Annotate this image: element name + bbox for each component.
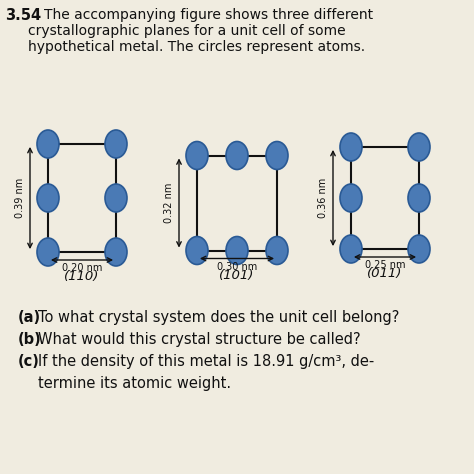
Ellipse shape bbox=[37, 238, 59, 266]
Text: termine its atomic weight.: termine its atomic weight. bbox=[38, 376, 231, 391]
Ellipse shape bbox=[37, 184, 59, 212]
Text: (b): (b) bbox=[18, 332, 42, 347]
Text: (110): (110) bbox=[64, 270, 100, 283]
Text: 0.32 nm: 0.32 nm bbox=[164, 183, 174, 223]
Text: 3.54: 3.54 bbox=[5, 8, 41, 23]
Text: (101): (101) bbox=[219, 268, 255, 282]
Ellipse shape bbox=[340, 133, 362, 161]
Ellipse shape bbox=[340, 235, 362, 263]
Ellipse shape bbox=[37, 130, 59, 158]
Ellipse shape bbox=[408, 235, 430, 263]
Text: 0.25 nm: 0.25 nm bbox=[365, 260, 405, 270]
Ellipse shape bbox=[105, 184, 127, 212]
Text: (011): (011) bbox=[367, 267, 403, 280]
Ellipse shape bbox=[266, 142, 288, 170]
Ellipse shape bbox=[226, 142, 248, 170]
Text: What would this crystal structure be called?: What would this crystal structure be cal… bbox=[38, 332, 361, 347]
Bar bbox=[197, 155, 277, 250]
Text: crystallographic planes for a unit cell of some: crystallographic planes for a unit cell … bbox=[28, 24, 346, 38]
Text: To what crystal system does the unit cell belong?: To what crystal system does the unit cel… bbox=[38, 310, 400, 325]
Text: 0.36 nm: 0.36 nm bbox=[318, 178, 328, 218]
Ellipse shape bbox=[408, 133, 430, 161]
Text: (a): (a) bbox=[18, 310, 41, 325]
Ellipse shape bbox=[266, 237, 288, 264]
Text: If the density of this metal is 18.91 g/cm³, de-: If the density of this metal is 18.91 g/… bbox=[38, 354, 374, 369]
Ellipse shape bbox=[186, 237, 208, 264]
Bar bbox=[351, 147, 419, 249]
Ellipse shape bbox=[186, 142, 208, 170]
Text: The accompanying figure shows three different: The accompanying figure shows three diff… bbox=[44, 8, 373, 22]
Text: 0.20 nm: 0.20 nm bbox=[62, 263, 102, 273]
Ellipse shape bbox=[105, 130, 127, 158]
Text: 0.30 nm: 0.30 nm bbox=[217, 262, 257, 272]
Text: (c): (c) bbox=[18, 354, 40, 369]
Ellipse shape bbox=[105, 238, 127, 266]
Ellipse shape bbox=[340, 184, 362, 212]
Bar bbox=[48, 144, 116, 252]
Ellipse shape bbox=[226, 237, 248, 264]
Text: hypothetical metal. The circles represent atoms.: hypothetical metal. The circles represen… bbox=[28, 40, 365, 54]
Text: 0.39 nm: 0.39 nm bbox=[15, 178, 25, 218]
Ellipse shape bbox=[408, 184, 430, 212]
